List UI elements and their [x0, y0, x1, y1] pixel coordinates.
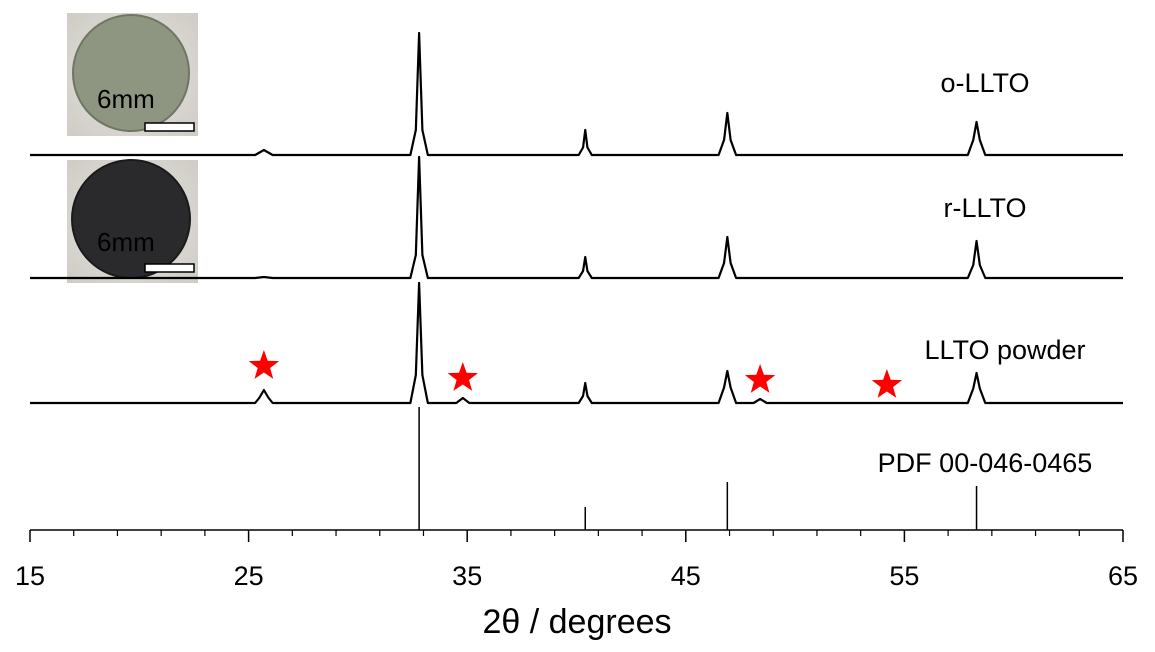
- impurity-marker: [744, 364, 776, 393]
- inset-photo: 6mm: [67, 159, 198, 283]
- x-tick-label: 65: [1108, 561, 1138, 591]
- impurity-marker: [871, 369, 903, 398]
- inset-label: 6mm: [97, 84, 155, 114]
- x-tick-label: 25: [234, 561, 264, 591]
- series-label: r-LLTO: [943, 193, 1026, 223]
- series-label: o-LLTO: [940, 68, 1029, 98]
- reference-label: PDF 00-046-0465: [878, 448, 1093, 478]
- xrd-trace: [30, 281, 1123, 405]
- inset-photo: 6mm: [67, 13, 198, 136]
- series-label: LLTO powder: [924, 335, 1085, 365]
- x-tick-label: 35: [452, 561, 482, 591]
- x-tick-label: 55: [889, 561, 919, 591]
- impurity-marker: [248, 350, 280, 379]
- xrd-trace: [30, 155, 1123, 280]
- xrd-trace: [30, 31, 1123, 157]
- x-tick-label: 15: [15, 561, 45, 591]
- x-tick-label: 45: [671, 561, 701, 591]
- x-axis-title: 2θ / degrees: [482, 603, 671, 641]
- impurity-marker: [447, 362, 478, 391]
- inset-label: 6mm: [97, 227, 155, 257]
